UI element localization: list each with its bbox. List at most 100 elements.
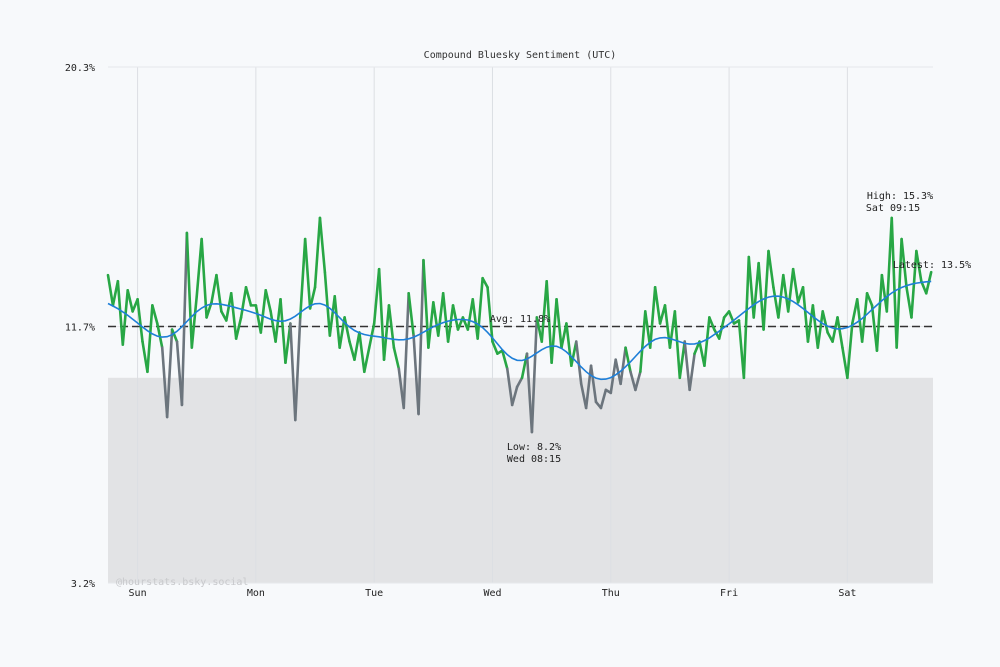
data-segment bbox=[215, 273, 223, 313]
data-segment bbox=[269, 310, 277, 343]
y-tick-label: 3.2% bbox=[71, 579, 95, 590]
data-segment bbox=[382, 304, 391, 362]
data-segment bbox=[264, 288, 272, 313]
data-segment bbox=[678, 340, 687, 380]
data-segment bbox=[786, 267, 795, 313]
data-segment bbox=[757, 261, 765, 331]
data-segment bbox=[540, 279, 548, 343]
data-segment bbox=[441, 292, 450, 343]
data-segment bbox=[318, 216, 327, 274]
data-segment bbox=[279, 298, 287, 365]
data-segment bbox=[289, 322, 297, 422]
data-segment bbox=[417, 258, 425, 416]
data-segment bbox=[466, 298, 475, 331]
data-segment bbox=[816, 310, 825, 349]
data-segment bbox=[614, 358, 622, 386]
x-tick-label: Tue bbox=[365, 588, 383, 599]
data-segment bbox=[407, 292, 415, 337]
x-tick-labels: Sun Mon Tue Wed Thu Fri Sat bbox=[129, 588, 857, 599]
data-segment bbox=[116, 279, 125, 346]
data-segment bbox=[752, 261, 760, 319]
data-segment bbox=[550, 298, 558, 365]
y-tick-label: 20.3% bbox=[65, 63, 95, 74]
data-segment bbox=[860, 292, 869, 343]
data-segment bbox=[239, 285, 248, 319]
data-segment bbox=[328, 295, 337, 337]
data-segment bbox=[225, 292, 233, 322]
data-segment bbox=[387, 304, 396, 349]
data-segment bbox=[323, 270, 332, 337]
data-segment bbox=[146, 304, 154, 374]
x-tick-label: Thu bbox=[602, 588, 620, 599]
data-segment bbox=[762, 249, 770, 331]
data-segment bbox=[363, 346, 371, 374]
x-tick-label: Sun bbox=[129, 588, 147, 599]
data-segment bbox=[821, 310, 829, 334]
data-segment bbox=[555, 298, 563, 349]
data-segment bbox=[515, 376, 524, 389]
data-segment bbox=[259, 288, 268, 334]
data-segment bbox=[900, 237, 908, 289]
data-segment bbox=[619, 346, 627, 386]
data-segment bbox=[126, 288, 134, 313]
x-tick-label: Sat bbox=[838, 588, 856, 599]
low-time: Wed 08:15 bbox=[507, 454, 561, 465]
data-segment bbox=[742, 255, 751, 380]
latest-label: Latest: 13.5% bbox=[893, 260, 971, 271]
data-segment bbox=[229, 292, 238, 340]
data-segment bbox=[584, 364, 593, 410]
data-segment bbox=[471, 298, 479, 340]
data-segment bbox=[653, 285, 662, 325]
data-segment bbox=[377, 267, 386, 362]
data-segment bbox=[294, 316, 302, 422]
x-tick-label: Mon bbox=[247, 588, 265, 599]
data-segment bbox=[136, 298, 144, 343]
data-segment bbox=[870, 304, 879, 352]
data-segment bbox=[254, 304, 263, 334]
data-segment bbox=[643, 310, 652, 349]
data-segment bbox=[791, 267, 800, 304]
data-segment bbox=[298, 237, 307, 319]
y-tick-labels: 20.3% 11.7% 3.2% bbox=[65, 63, 95, 590]
high-time: Sat 09:15 bbox=[866, 203, 920, 214]
data-segment bbox=[348, 340, 356, 362]
data-segment bbox=[210, 273, 218, 304]
data-segment bbox=[486, 285, 494, 343]
data-segment bbox=[358, 331, 366, 374]
data-segment bbox=[634, 370, 642, 392]
data-segment bbox=[313, 216, 322, 289]
data-segment bbox=[648, 285, 657, 349]
data-segment bbox=[234, 316, 243, 340]
data-segment bbox=[333, 295, 341, 349]
data-segment bbox=[476, 276, 484, 340]
data-segment bbox=[427, 301, 435, 349]
x-tick-label: Wed bbox=[483, 588, 501, 599]
data-segment bbox=[703, 316, 711, 368]
data-segment bbox=[708, 316, 716, 331]
data-segment bbox=[688, 352, 696, 392]
chart-title: Compound Bluesky Sentiment (UTC) bbox=[424, 50, 617, 61]
data-segment bbox=[836, 316, 844, 349]
data-segment bbox=[683, 340, 691, 392]
data-segment bbox=[811, 304, 820, 349]
data-segment bbox=[599, 388, 608, 410]
data-segment bbox=[629, 370, 637, 392]
data-segment bbox=[501, 349, 509, 371]
data-segment bbox=[121, 288, 130, 346]
data-segment bbox=[436, 292, 445, 337]
data-segment bbox=[505, 367, 514, 407]
data-segment bbox=[545, 279, 553, 365]
avg-label: Avg: 11.8% bbox=[490, 314, 550, 325]
data-segment bbox=[831, 316, 839, 343]
data-segment bbox=[446, 304, 455, 343]
data-segment bbox=[525, 352, 534, 434]
data-segment bbox=[767, 249, 775, 289]
data-segment bbox=[451, 304, 460, 331]
data-segment bbox=[195, 237, 203, 298]
data-segment bbox=[491, 340, 499, 355]
high-label: High: 15.3% bbox=[867, 191, 933, 202]
data-segment bbox=[392, 346, 401, 371]
data-segment bbox=[160, 346, 169, 419]
